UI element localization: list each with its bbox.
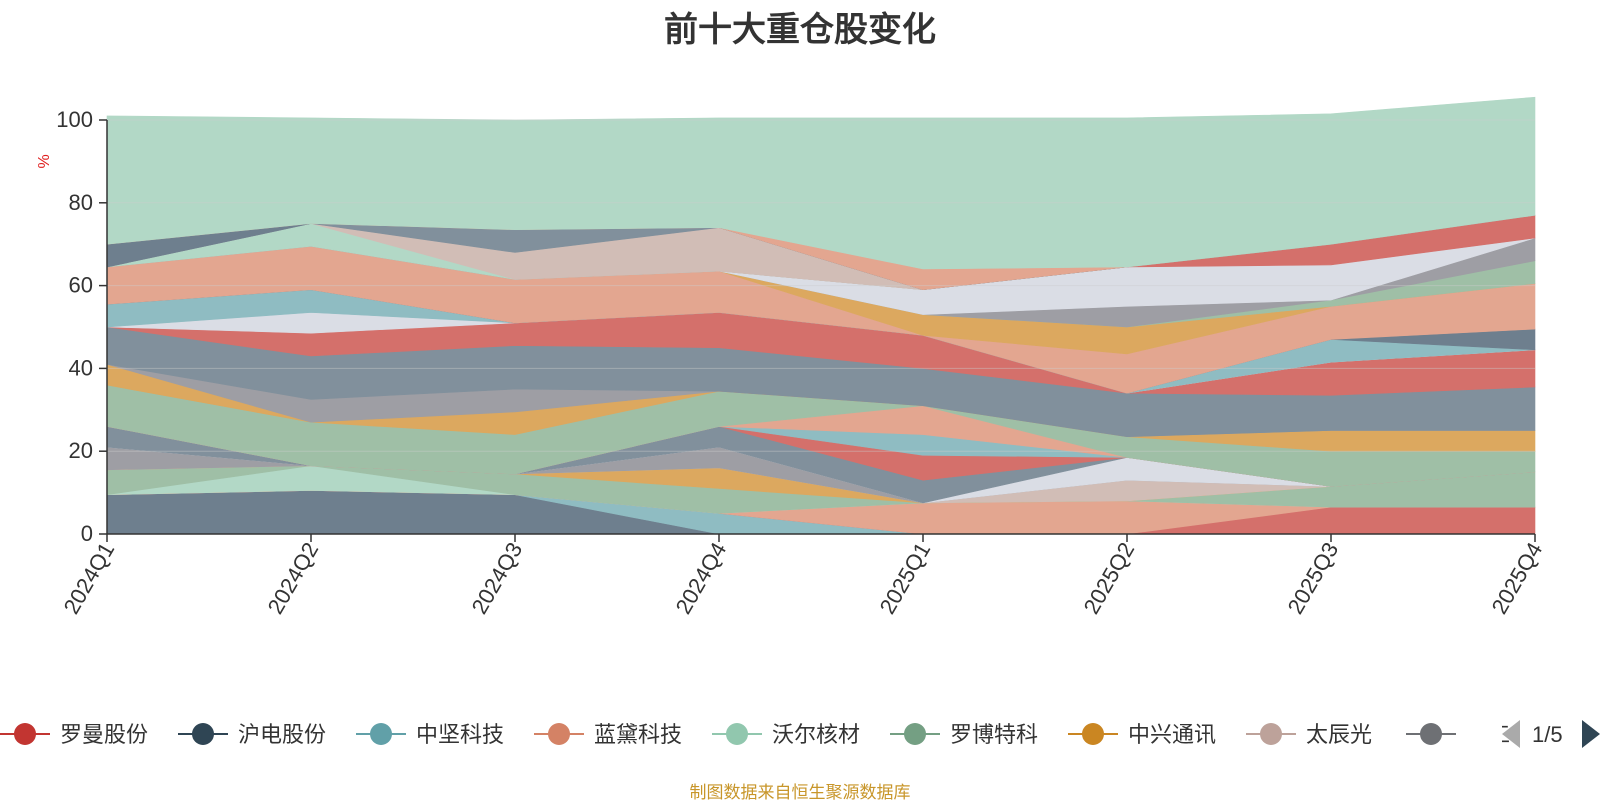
x-tick-label: 2025Q3	[1283, 538, 1344, 618]
legend-marker	[192, 723, 214, 745]
legend-label: 中坚科技	[416, 722, 504, 747]
legend-prev-icon[interactable]	[1502, 720, 1520, 748]
legend-item[interactable]: 中兴通讯	[1068, 722, 1216, 747]
legend-item[interactable]: 中坚科技	[356, 722, 504, 747]
x-tick-label: 2024Q2	[263, 538, 324, 618]
legend-marker	[1082, 723, 1104, 745]
y-tick-label: 40	[69, 355, 93, 380]
grid-lines	[107, 119, 1535, 452]
x-tick-label: 2025Q1	[875, 538, 936, 618]
legend-marker	[1420, 723, 1442, 745]
legend-label: 沃尔核材	[772, 722, 860, 747]
legend-marker	[726, 723, 748, 745]
legend-item[interactable]: 沃尔核材	[712, 722, 860, 747]
legend-marker	[14, 723, 36, 745]
plot-areas	[106, 96, 1536, 535]
legend-fade	[1462, 712, 1502, 758]
y-tick-label: 80	[69, 190, 93, 215]
legend-marker	[370, 723, 392, 745]
x-tick-label: 2024Q3	[467, 538, 528, 618]
legend-marker	[548, 723, 570, 745]
legend-item[interactable]: 蓝黛科技	[534, 722, 682, 747]
x-tick-label: 2025Q4	[1487, 538, 1548, 618]
chart-title: 前十大重仓股变化	[664, 11, 936, 49]
y-tick-label: 20	[69, 438, 93, 463]
legend-item[interactable]: 太辰光	[1246, 722, 1372, 747]
legend-marker	[904, 723, 926, 745]
x-tick-label: 2024Q1	[59, 538, 120, 618]
y-tick-label: 0	[81, 521, 93, 546]
x-tick-label: 2025Q2	[1079, 538, 1140, 618]
area-series-34	[106, 96, 1536, 270]
y-tick-label: 100	[56, 107, 93, 132]
legend-label: 蓝黛科技	[594, 722, 682, 747]
y-tick-label: 60	[69, 273, 93, 298]
legend-label: 罗博特科	[950, 722, 1038, 747]
data-source-note: 制图数据来自恒生聚源数据库	[689, 783, 911, 802]
legend-marker	[1260, 723, 1282, 745]
legend-label: 太辰光	[1306, 722, 1372, 747]
legend-next-icon[interactable]	[1582, 720, 1600, 748]
legend-item[interactable]: 罗博特科	[890, 722, 1038, 747]
y-axis-label: %	[36, 154, 53, 168]
legend-item[interactable]: 罗曼股份	[0, 722, 148, 747]
x-tick-label: 2024Q4	[671, 538, 732, 618]
legend-item[interactable]: 沪电股份	[178, 722, 326, 747]
legend: 罗曼股份沪电股份中坚科技蓝黛科技沃尔核材罗博特科中兴通讯太辰光华工1/5	[0, 712, 1600, 758]
legend-label: 罗曼股份	[60, 722, 148, 747]
legend-label: 沪电股份	[238, 722, 326, 747]
legend-page-indicator: 1/5	[1532, 722, 1563, 747]
legend-label: 中兴通讯	[1128, 722, 1216, 747]
